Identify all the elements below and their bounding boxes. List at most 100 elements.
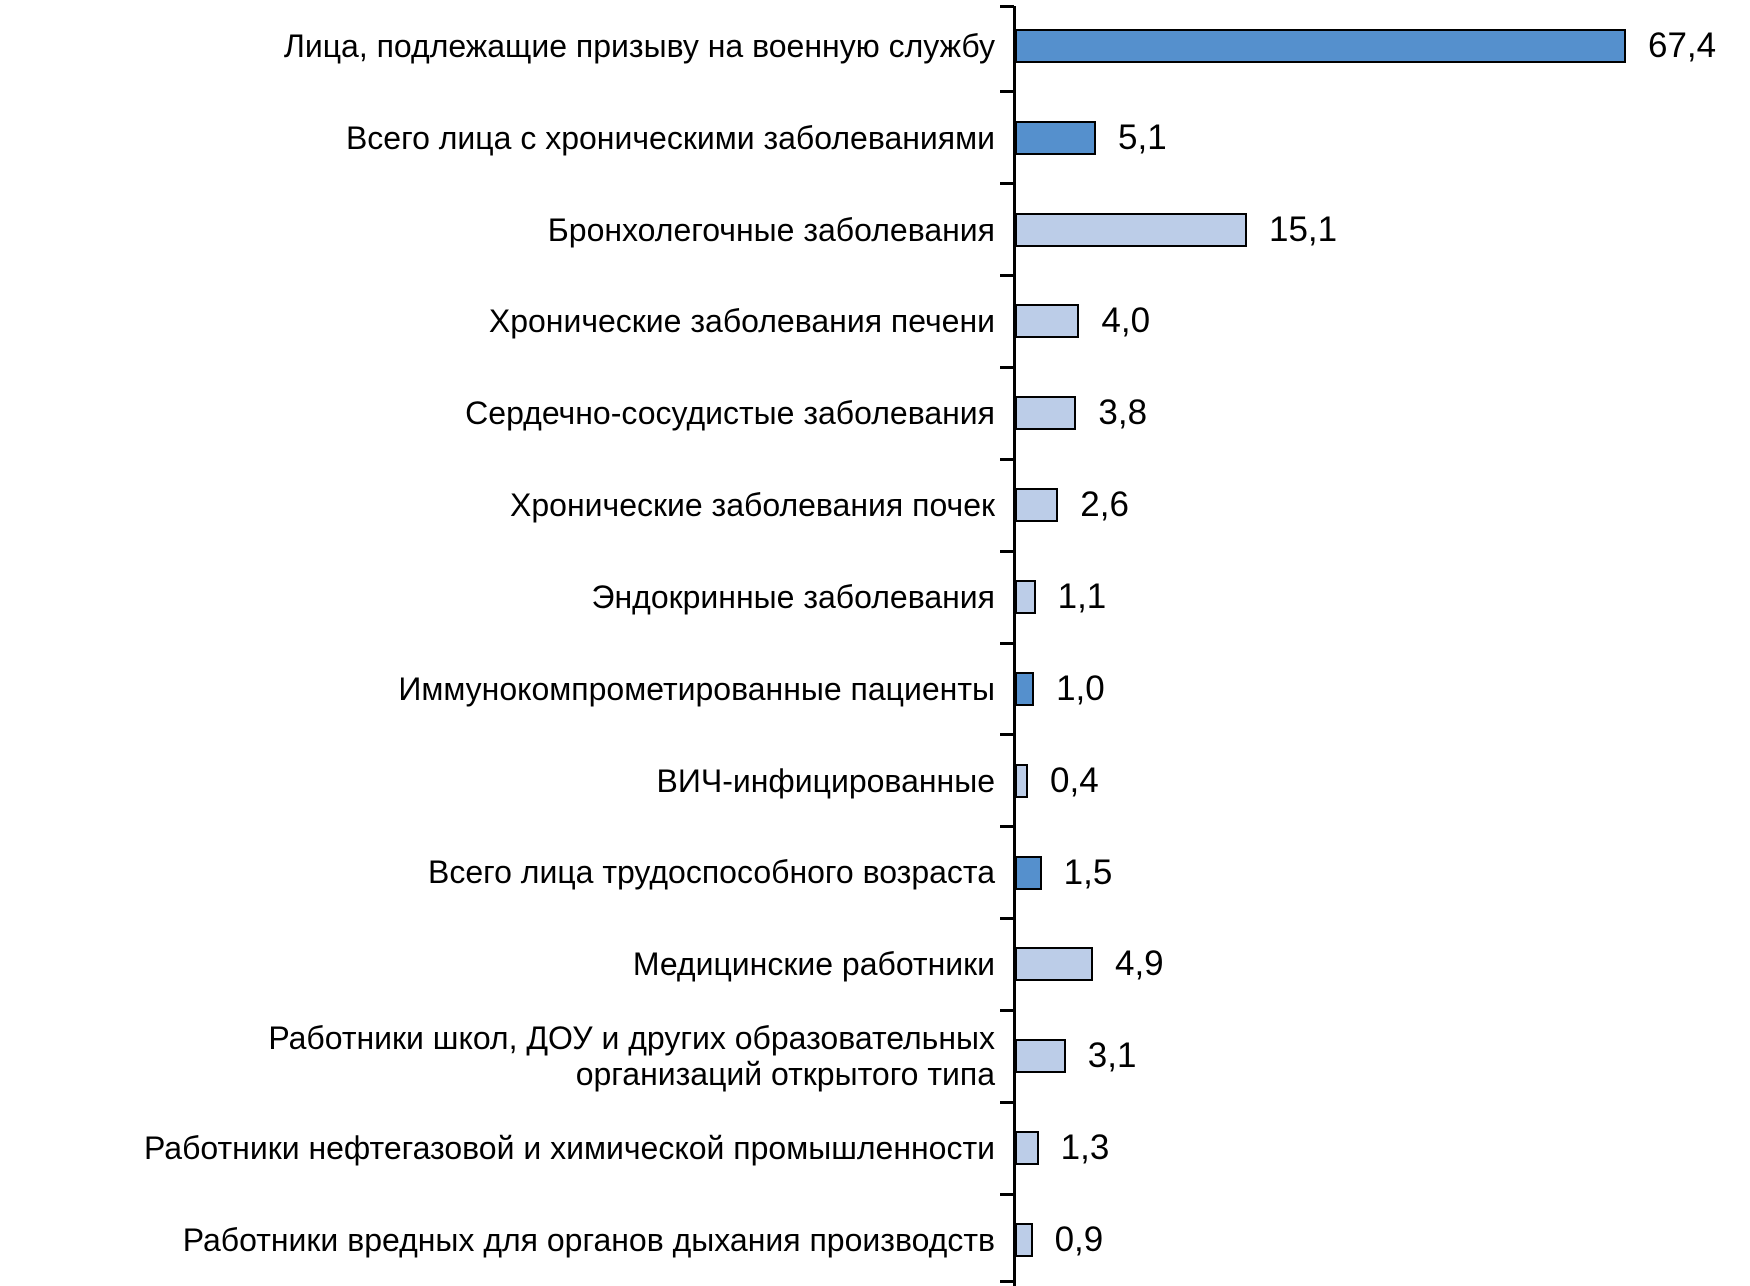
category-label: Лица, подлежащие призыву на военную служ… [283, 27, 995, 64]
chart-row: Работники вредных для органов дыхания пр… [0, 1194, 1750, 1286]
axis-tick [1000, 733, 1014, 737]
plot-cell: 15,1 [1015, 184, 1750, 276]
plot-cell: 67,4 [1015, 0, 1750, 92]
category-label: Всего лица с хроническими заболеваниями [345, 119, 995, 156]
value-label: 4,0 [1101, 301, 1151, 341]
value-label: 3,8 [1098, 393, 1148, 433]
axis-tick [1000, 825, 1014, 829]
axis-tick [1000, 917, 1014, 921]
chart-row: Иммунокомпрометированные пациенты 1,0 [0, 643, 1750, 735]
category-label-cell: Иммунокомпрометированные пациенты [0, 671, 1015, 707]
chart-row: ВИЧ-инфицированные 0,4 [0, 735, 1750, 827]
category-label: Медицинские работники [632, 946, 995, 983]
value-label: 3,1 [1087, 1036, 1137, 1076]
category-label: Работники школ, ДОУ и других образовател… [268, 1020, 995, 1093]
bar [1015, 671, 1035, 706]
category-label-cell: ВИЧ-инфицированные [0, 763, 1015, 799]
category-label: Хронические заболевания печени [488, 303, 995, 340]
category-label: Эндокринные заболевания [591, 578, 995, 615]
category-label-cell: Хронические заболевания почек [0, 487, 1015, 523]
axis-tick [1000, 1008, 1014, 1012]
plot-cell: 2,6 [1015, 459, 1750, 551]
axis-tick [1000, 4, 1014, 8]
value-label: 4,9 [1114, 944, 1164, 984]
chart-row: Хронические заболевания печени 4,0 [0, 276, 1750, 368]
category-label-cell: Всего лица с хроническими заболеваниями [0, 120, 1015, 156]
plot-cell: 5,1 [1015, 92, 1750, 184]
bar [1015, 947, 1093, 982]
category-label-cell: Работники школ, ДОУ и других образовател… [0, 1020, 1015, 1092]
bar [1015, 28, 1626, 63]
category-label: Иммунокомпрометированные пациенты [398, 670, 995, 707]
value-label: 1,3 [1060, 1128, 1110, 1168]
category-label: Сердечно-сосудистые заболевания [465, 395, 995, 432]
plot-cell: 1,1 [1015, 551, 1750, 643]
chart-row: Эндокринные заболевания 1,1 [0, 551, 1750, 643]
plot-cell: 4,9 [1015, 918, 1750, 1010]
plot-cell: 1,5 [1015, 827, 1750, 919]
bar [1015, 212, 1247, 247]
bar [1015, 396, 1077, 431]
chart-row: Сердечно-сосудистые заболевания 3,8 [0, 367, 1750, 459]
bar [1015, 304, 1080, 339]
axis-tick [1000, 182, 1014, 186]
chart-row: Всего лица трудоспособного возраста 1,5 [0, 827, 1750, 919]
category-label: Хронические заболевания почек [510, 487, 995, 524]
axis-tick [1000, 274, 1014, 278]
axis-tick [1000, 365, 1014, 369]
plot-cell: 3,1 [1015, 1010, 1750, 1102]
bar [1015, 1222, 1033, 1257]
chart-row: Работники нефтегазовой и химической пром… [0, 1102, 1750, 1194]
plot-cell: 1,0 [1015, 643, 1750, 735]
category-label: Всего лица трудоспособного возраста [427, 854, 995, 891]
chart-row: Лица, подлежащие призыву на военную служ… [0, 0, 1750, 92]
y-axis-line [1013, 6, 1016, 1286]
axis-tick [1000, 1279, 1014, 1283]
bar [1015, 1131, 1039, 1166]
value-label: 5,1 [1118, 117, 1167, 157]
category-label: ВИЧ-инфицированные [656, 762, 995, 799]
axis-tick [1000, 457, 1014, 461]
value-label: 0,4 [1050, 760, 1099, 800]
chart-row: Всего лица с хроническими заболеваниями … [0, 92, 1750, 184]
bar [1015, 488, 1059, 523]
plot-cell: 4,0 [1015, 276, 1750, 368]
axis-tick [1000, 1192, 1014, 1196]
value-label: 1,5 [1063, 852, 1113, 892]
category-label-cell: Эндокринные заболевания [0, 579, 1015, 615]
value-label: 1,0 [1056, 668, 1105, 708]
value-label: 15,1 [1269, 209, 1338, 249]
category-label-cell: Всего лица трудоспособного возраста [0, 854, 1015, 890]
category-label-cell: Сердечно-сосудистые заболевания [0, 395, 1015, 431]
axis-tick [1000, 90, 1014, 94]
bar [1015, 120, 1096, 155]
plot-cell: 0,4 [1015, 735, 1750, 827]
category-label: Работники вредных для органов дыхания пр… [182, 1221, 995, 1258]
plot-cell: 1,3 [1015, 1102, 1750, 1194]
chart-row: Работники школ, ДОУ и других образовател… [0, 1010, 1750, 1102]
chart-row: Хронические заболевания почек 2,6 [0, 459, 1750, 551]
bar [1015, 579, 1036, 614]
category-label-cell: Работники вредных для органов дыхания пр… [0, 1222, 1015, 1258]
value-label: 1,1 [1057, 576, 1107, 616]
category-label-cell: Медицинские работники [0, 946, 1015, 982]
value-label: 0,9 [1054, 1219, 1104, 1259]
category-label-cell: Хронические заболевания печени [0, 303, 1015, 339]
axis-tick [1000, 641, 1014, 645]
bar [1015, 1039, 1066, 1074]
bar [1015, 855, 1042, 890]
axis-tick [1000, 1100, 1014, 1104]
category-label: Бронхолегочные заболевания [547, 211, 995, 248]
value-label: 67,4 [1648, 25, 1717, 65]
chart-row: Бронхолегочные заболевания 15,1 [0, 184, 1750, 276]
value-label: 2,6 [1080, 485, 1129, 525]
chart-row: Медицинские работники 4,9 [0, 918, 1750, 1010]
plot-cell: 3,8 [1015, 367, 1750, 459]
bar [1015, 763, 1028, 798]
category-label-cell: Работники нефтегазовой и химической пром… [0, 1130, 1015, 1166]
plot-cell: 0,9 [1015, 1194, 1750, 1286]
category-label: Работники нефтегазовой и химической пром… [143, 1129, 995, 1166]
category-label-cell: Бронхолегочные заболевания [0, 212, 1015, 248]
